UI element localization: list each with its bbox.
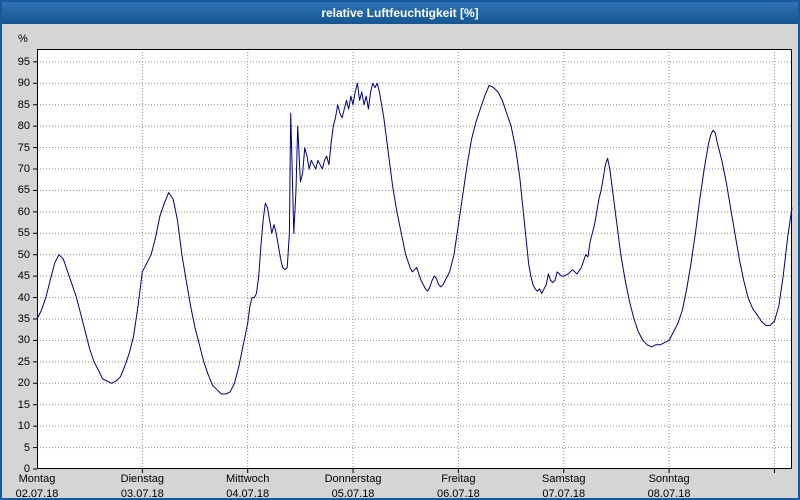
y-tick-label: 45: [17, 270, 30, 283]
y-tick-label: 40: [17, 291, 30, 304]
day-date: 08.07.18: [647, 488, 691, 500]
day-name: Montag: [18, 473, 56, 485]
day-date: 03.07.18: [120, 488, 164, 500]
x-axis-day-label: Freitag 06.07.18: [437, 473, 480, 500]
y-axis-unit-label: %: [18, 33, 28, 45]
y-tick-label: 60: [17, 205, 30, 218]
y-tick-label: 10: [17, 420, 30, 433]
day-name: Sonntag: [648, 473, 690, 485]
y-tick-label: 35: [17, 313, 30, 325]
y-tick-label: 0: [23, 463, 30, 475]
day-name: Mittwoch: [225, 473, 270, 485]
y-tick-label: 30: [17, 334, 30, 347]
day-date: 05.07.18: [331, 488, 375, 500]
y-tick-label: 5: [23, 441, 30, 454]
humidity-line-chart: [33, 49, 793, 473]
chart-container: % 0 5 10 15 20 25 30 35 40 45 50 55 60 65 70 75 80 85 90 95…: [2, 24, 798, 500]
x-axis-day-label: Samstag 07.07.18: [542, 473, 585, 500]
day-date: 04.07.18: [226, 488, 270, 500]
x-axis-day-label: Mittwoch 04.07.18: [226, 473, 269, 500]
x-axis-day-label: Sonntag 08.07.18: [648, 473, 691, 500]
y-tick-label: 95: [17, 55, 30, 68]
window-title: relative Luftfeuchtigkeit [%]: [321, 6, 479, 20]
day-name: Donnerstag: [324, 473, 382, 485]
y-tick-label: 65: [17, 184, 30, 197]
x-axis-day-label: Donnerstag 05.07.18: [325, 473, 382, 500]
day-name: Freitag: [441, 473, 476, 485]
y-tick-label: 25: [17, 355, 30, 368]
day-date: 07.07.18: [542, 488, 586, 500]
day-name: Samstag: [542, 473, 586, 485]
x-axis-day-label: Montag 02.07.18: [16, 473, 59, 500]
y-tick-label: 80: [17, 120, 30, 133]
y-tick-label: 50: [17, 248, 30, 261]
day-date: 06.07.18: [436, 488, 480, 500]
day-name: Dienstag: [120, 473, 165, 485]
day-date: 02.07.18: [15, 488, 59, 500]
y-tick-label: 85: [17, 98, 30, 111]
y-tick-label: 90: [17, 77, 30, 90]
window-titlebar[interactable]: relative Luftfeuchtigkeit [%]: [2, 2, 798, 24]
x-axis-day-label: Dienstag 03.07.18: [121, 473, 164, 500]
y-tick-label: 55: [17, 227, 30, 240]
y-tick-label: 15: [17, 398, 30, 411]
y-tick-label: 20: [17, 377, 30, 390]
y-tick-label: 70: [17, 163, 30, 175]
y-tick-label: 75: [17, 141, 30, 154]
